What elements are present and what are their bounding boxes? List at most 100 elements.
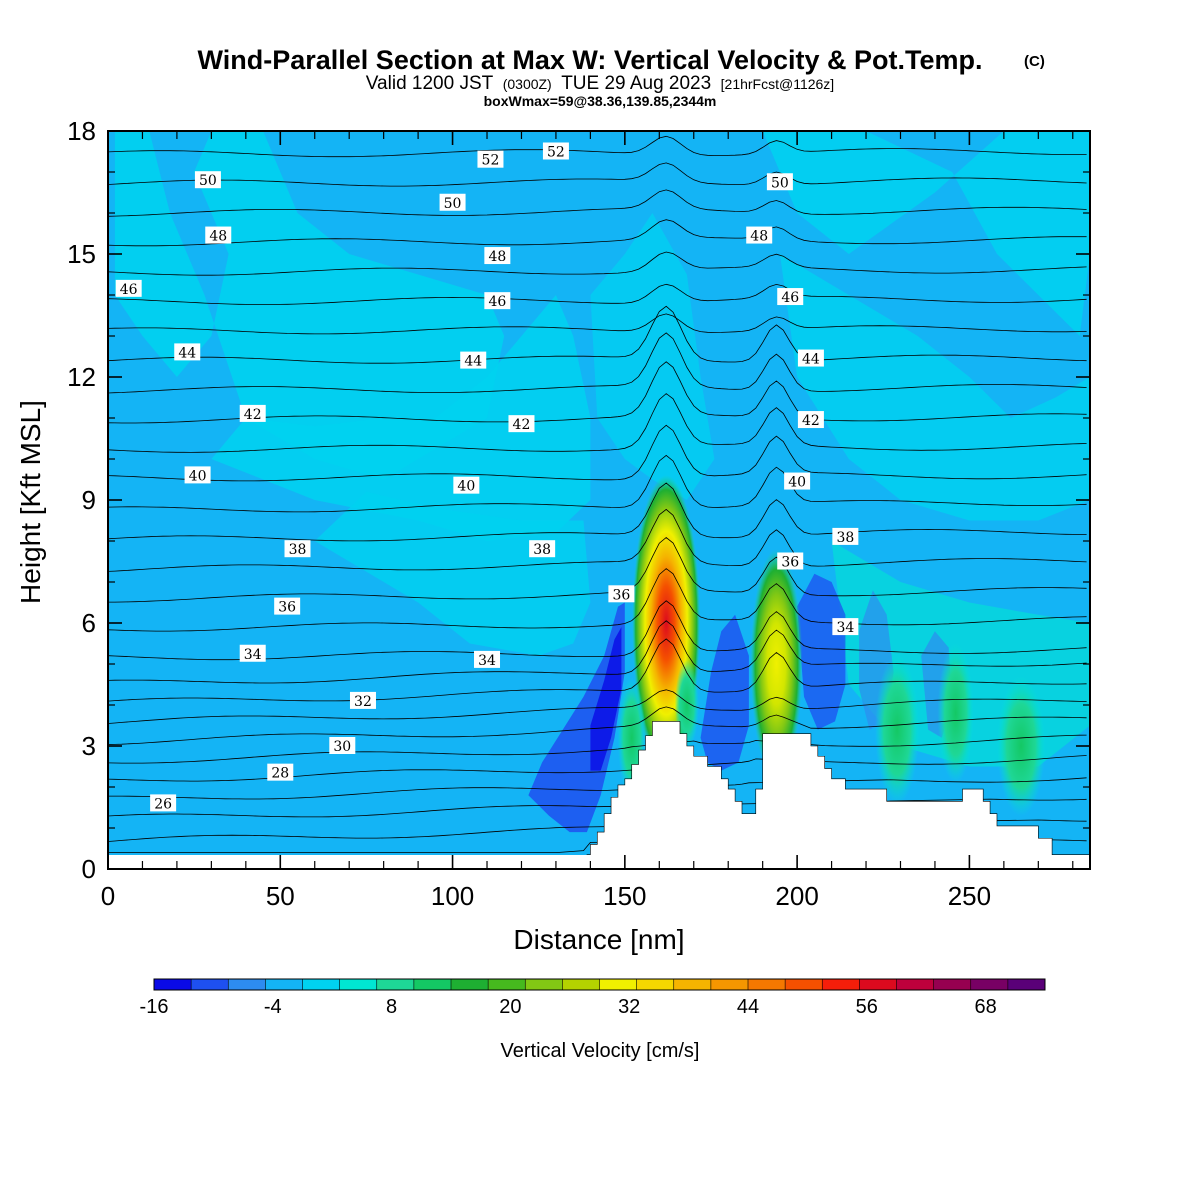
colorbar-tick-label: -16 xyxy=(140,996,169,1018)
contour-label-bg xyxy=(439,193,466,211)
colorbar-swatch xyxy=(413,979,452,990)
colorbar-swatch xyxy=(451,979,489,990)
contour-label-34-6: 34 xyxy=(832,618,859,636)
colorbar-swatch xyxy=(302,979,341,990)
contour-label-bg xyxy=(453,476,480,494)
plot-area: 26 28 30 32 34 34 34 36 36 36 38 38 38 40 40 40 42 42 42 44… xyxy=(108,108,1090,869)
theta-contour-50 xyxy=(108,162,1087,187)
contour-label-44-19: 44 xyxy=(174,343,201,361)
contour-label-text: 44 xyxy=(802,352,820,368)
contour-label-text: 36 xyxy=(781,555,799,571)
contour-label-text: 36 xyxy=(612,587,630,603)
contour-label-bg xyxy=(777,552,804,570)
contour-label-bg xyxy=(777,288,804,306)
contour-label-text: 42 xyxy=(802,413,820,429)
contour-label-bg xyxy=(150,794,177,812)
contour-label-52-31: 52 xyxy=(477,150,504,169)
contour-label-bg xyxy=(746,226,773,244)
y-tick-label: 0 xyxy=(82,854,96,884)
contour-label-48-26: 48 xyxy=(484,247,511,265)
contour-label-text: 42 xyxy=(513,417,531,433)
colorbar-swatch xyxy=(673,979,712,990)
contour-label-text: 52 xyxy=(547,145,565,161)
theta-contour-46 xyxy=(108,283,1087,305)
x-axis-label: Distance [nm] xyxy=(513,924,684,955)
contour-label-text: 46 xyxy=(781,290,799,306)
x-tick-label: 150 xyxy=(603,881,646,911)
contour-label-38-11: 38 xyxy=(529,540,556,558)
contour-label-text: 38 xyxy=(289,542,307,558)
x-tick-label: 0 xyxy=(101,881,115,911)
theta-contour-49 xyxy=(108,189,1087,217)
colorbar-swatch xyxy=(525,979,563,990)
theta-contour-52 xyxy=(108,108,1087,128)
colorbar-swatch xyxy=(933,979,972,990)
contour-label-text: 52 xyxy=(482,153,500,169)
theta-contour-33 xyxy=(108,620,1087,684)
colorbar-swatch xyxy=(488,979,526,990)
contour-label-42-16: 42 xyxy=(239,404,266,423)
contour-label-42-17: 42 xyxy=(508,415,535,433)
vertical-velocity-field xyxy=(114,131,1090,833)
colorbar-tick-label: 20 xyxy=(499,996,521,1018)
contour-label-34-5: 34 xyxy=(474,650,501,669)
y-axis-label: Height [Kft MSL] xyxy=(15,400,46,604)
contour-label-text: 50 xyxy=(199,173,217,189)
updraft-weak-2 xyxy=(937,643,974,784)
contour-label-bg xyxy=(349,691,376,709)
contour-label-bg xyxy=(784,472,811,490)
contour-label-46-24: 46 xyxy=(777,288,804,306)
contour-label-bg xyxy=(608,585,635,603)
contour-label-46-23: 46 xyxy=(484,292,511,310)
theta-contour-40 xyxy=(108,424,1087,482)
box-info: boxWmax=59@38.36,139.85,2344m xyxy=(484,93,717,109)
contour-label-text: 40 xyxy=(457,479,475,495)
y-tick-label: 15 xyxy=(67,239,96,269)
contour-label-bg xyxy=(766,173,793,191)
y-tick-label: 9 xyxy=(82,485,96,515)
theta-contour-32 xyxy=(108,638,1087,702)
contour-label-text: 36 xyxy=(278,600,296,616)
chart-title-mark: (C) xyxy=(1024,53,1045,70)
downdraft-east xyxy=(797,573,846,730)
contour-label-bg xyxy=(484,292,511,310)
colorbar-swatch xyxy=(636,979,675,990)
colorbar-swatch xyxy=(822,979,860,990)
contour-label-bg xyxy=(797,349,824,367)
colorbar-tick-label: 32 xyxy=(618,996,640,1018)
contour-label-text: 48 xyxy=(750,229,768,245)
contour-label-bg xyxy=(239,404,266,422)
contour-label-text: 42 xyxy=(244,407,262,423)
contour-label-bg xyxy=(174,343,201,361)
contour-label-text: 40 xyxy=(189,468,207,484)
contour-label-text: 30 xyxy=(333,739,351,755)
theta-contours xyxy=(108,108,1087,853)
y-tick-label: 3 xyxy=(82,731,96,761)
terrain xyxy=(586,721,1090,869)
theta-contour-43 xyxy=(108,332,1087,394)
theta-contour-29 xyxy=(108,734,1087,764)
contour-label-bg xyxy=(460,351,487,369)
contour-label-50-30: 50 xyxy=(766,173,793,191)
contour-label-bg xyxy=(115,279,142,297)
colorbar-swatch xyxy=(154,979,192,990)
downdraft-west-slope xyxy=(528,602,625,833)
contour-label-42-18: 42 xyxy=(797,411,824,429)
contour-label-bg xyxy=(184,466,211,484)
colorbar-tick-label: 68 xyxy=(974,996,996,1018)
colorbar-swatch xyxy=(599,979,638,990)
contour-label-50-29: 50 xyxy=(439,193,466,212)
theta-contour-31 xyxy=(108,689,1087,724)
contour-label-bg xyxy=(205,226,232,244)
contour-label-bg xyxy=(484,247,511,265)
y-tick-label: 18 xyxy=(67,116,96,146)
colorbar-swatch xyxy=(265,979,303,990)
theta-contour-34 xyxy=(108,600,1087,661)
theta-contour-38 xyxy=(108,482,1087,542)
theta-contour-36 xyxy=(108,536,1087,603)
theta-contour-labels: 26 28 30 32 34 34 34 36 36 36 38 38 38 40 40 40 42 42 42 44… xyxy=(115,142,859,812)
colorbar-swatch xyxy=(562,979,600,990)
contour-label-bg xyxy=(267,763,294,781)
x-tick-label: 100 xyxy=(431,881,474,911)
